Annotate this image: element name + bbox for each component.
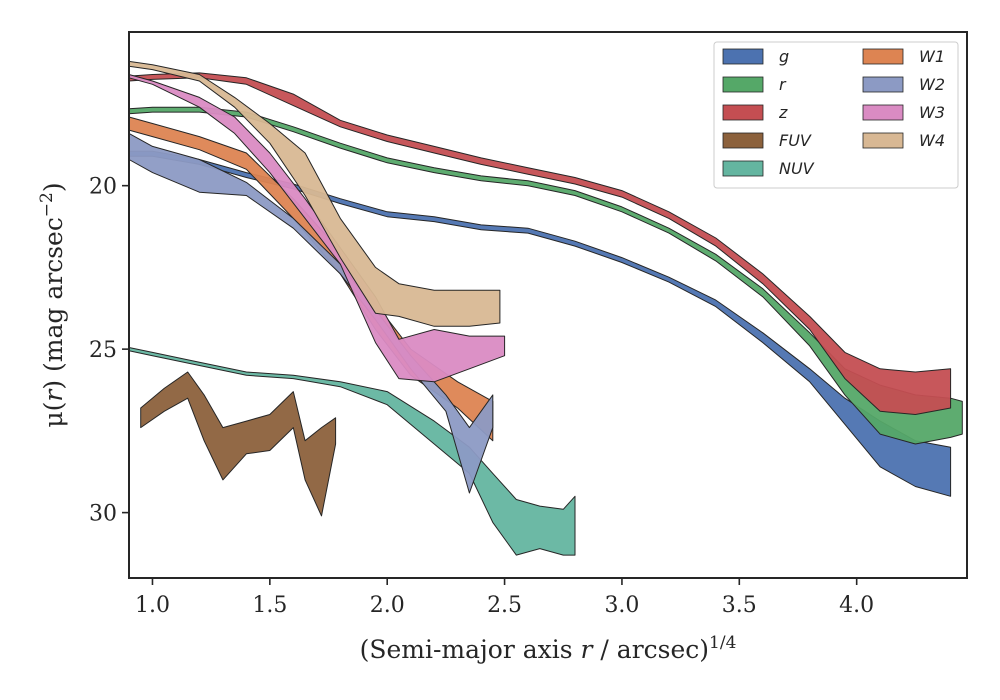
x-tick-label: 3.5 [722,593,757,618]
y-tick-label: 20 [89,175,117,200]
plot-frame [128,31,968,579]
legend-label-w4: W4 [919,131,945,150]
band-z [128,72,952,415]
legend-label-r: r [779,75,787,94]
band-areas [128,60,963,556]
band-nuv [128,347,576,556]
band-g [128,150,952,497]
legend-swatch-w3 [862,104,904,121]
x-tick-label: 3.0 [604,593,639,618]
y-axis-label: μ(r) (mag arcsec−2) [37,182,68,427]
legend-swatch-r [722,76,764,93]
legend-swatch-z [722,104,764,121]
legend-swatch-w1 [862,48,904,65]
legend-label-nuv: NUV [779,159,815,178]
legend-label-z: z [778,103,788,122]
y-axis: 20 25 30 [89,175,129,527]
x-tick-label: 2.0 [370,593,405,618]
band-w2 [128,132,494,494]
legend-label-g: g [779,47,789,66]
band-fuv [140,371,337,517]
y-tick-label: 30 [89,502,117,527]
legend-label-w1: W1 [919,47,945,66]
x-axis-label: (Semi-major axis r / arcsec)1/4 [360,633,737,664]
legend-swatch-fuv [722,132,764,149]
x-tick-label: 1.5 [252,593,287,618]
x-tick-label: 1.0 [135,593,170,618]
legend-swatch-g [722,48,764,65]
x-tick-label: 4.0 [839,593,874,618]
legend-swatch-w2 [862,76,904,93]
y-tick-label: 25 [89,338,117,363]
x-tick-label: 2.5 [487,593,522,618]
legend-swatch-nuv [722,160,764,177]
band-w4 [128,60,501,327]
legend: grz FUV NUV W1 W2 W3 W4 [713,41,959,189]
legend-label-w3: W3 [919,103,945,122]
legend-label-fuv: FUV [779,131,812,150]
legend-swatch-w4 [862,132,904,149]
band-w3 [128,74,506,383]
x-axis: 1.0 1.5 2.0 2.5 3.0 3.5 4.0 [135,578,874,618]
legend-label-w2: W2 [919,75,945,94]
